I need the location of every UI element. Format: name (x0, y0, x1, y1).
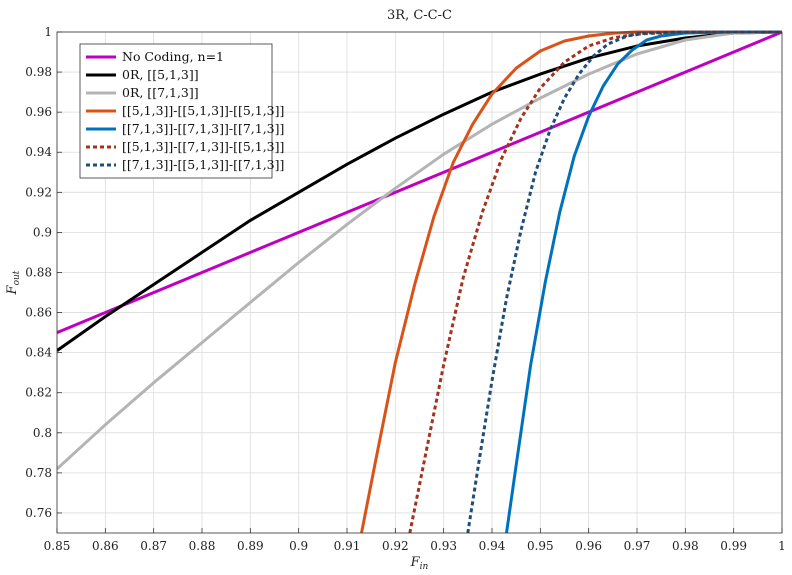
x-tick-label: 0.86 (92, 539, 119, 553)
y-tick-label: 0.82 (25, 386, 52, 400)
y-tick-label: 0.96 (25, 105, 52, 119)
y-tick-label: 0.92 (25, 185, 52, 199)
series-line-3 (57, 30, 782, 471)
series-line-7 (466, 30, 782, 533)
y-axis-ticks: 0.76 0.78 0.8 0.82 0.84 0.86 0.88 0.9 0.92 0.94 0.… (25, 25, 62, 520)
y-tick-label: 0.78 (25, 466, 52, 480)
y-tick-label: 0.84 (25, 346, 52, 360)
x-tick-label: 0.89 (237, 539, 264, 553)
y-tick-label: 1 (44, 25, 52, 39)
x-tick-label: 0.95 (527, 539, 554, 553)
legend-label: 0R, [[7,1,3]] (122, 85, 199, 100)
x-tick-label: 1 (778, 539, 786, 553)
series-line-2 (57, 30, 782, 352)
y-tick-label: 0.76 (25, 506, 52, 520)
y-tick-label: 0.98 (25, 65, 52, 79)
series-line-4 (360, 30, 782, 533)
legend-label: [[5,1,3]]-[[7,1,3]]-[[5,1,3]] (122, 139, 284, 154)
legend-label: No Coding, n=1 (122, 49, 224, 64)
x-tick-label: 0.85 (44, 539, 71, 553)
x-tick-label: 0.91 (334, 539, 361, 553)
series-line-1 (57, 30, 782, 334)
legend-label: [[7,1,3]]-[[5,1,3]]-[[7,1,3]] (122, 157, 284, 172)
x-axis-label: Fin (410, 555, 429, 572)
legend-label: 0R, [[5,1,3]] (122, 67, 199, 82)
x-tick-label: 0.87 (140, 539, 167, 553)
svg-text:Fin: Fin (410, 555, 429, 572)
y-tick-label: 0.94 (25, 145, 52, 159)
series-line-5 (505, 30, 782, 533)
x-tick-label: 0.96 (575, 539, 602, 553)
x-tick-label: 0.99 (720, 539, 747, 553)
x-tick-label: 0.93 (430, 539, 457, 553)
x-tick-label: 0.92 (382, 539, 409, 553)
svg-text:Fout: Fout (5, 270, 22, 295)
legend-label: [[5,1,3]]-[[5,1,3]]-[[5,1,3]] (122, 103, 284, 118)
x-tick-label: 0.97 (624, 539, 651, 553)
legend: No Coding, n=1 0R, [[5,1,3]] 0R, [[7,1,3]]… (79, 43, 284, 179)
legend-label: [[7,1,3]]-[[7,1,3]]-[[7,1,3]] (122, 121, 284, 136)
y-axis-label: Fout (5, 270, 22, 295)
x-axis-ticks: 0.85 0.86 0.87 0.88 0.89 0.9 0.91 0.92 0.93 0.94 0… (44, 528, 786, 553)
y-tick-label: 0.9 (33, 225, 52, 239)
x-tick-label: 0.9 (289, 539, 308, 553)
series-line-6 (408, 30, 782, 533)
x-tick-label: 0.98 (672, 539, 699, 553)
chart-title: 3R, C-C-C (387, 8, 452, 23)
plot-frame (56, 31, 783, 534)
y-tick-label: 0.88 (25, 265, 52, 279)
series-lines (57, 30, 782, 533)
y-tick-label: 0.86 (25, 306, 52, 320)
x-tick-label: 0.88 (189, 539, 216, 553)
y-tick-label: 0.8 (33, 426, 52, 440)
x-tick-label: 0.94 (479, 539, 506, 553)
